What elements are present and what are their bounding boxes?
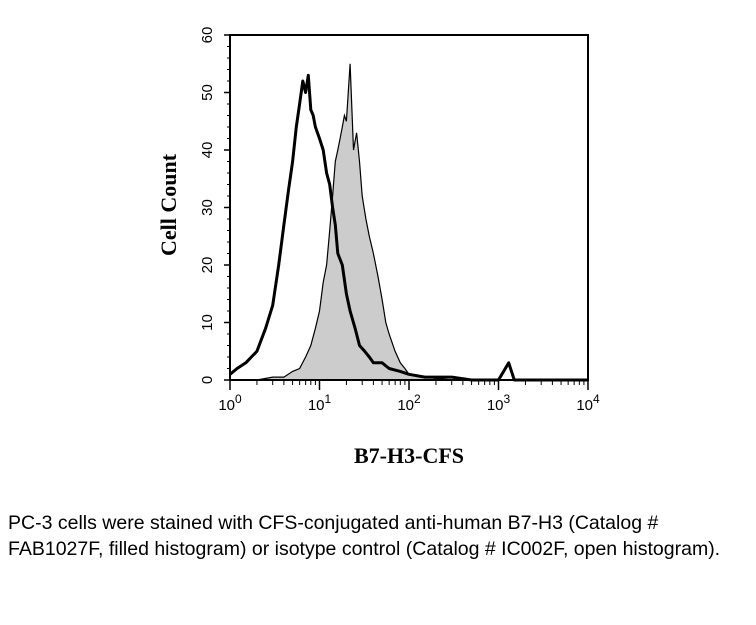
x-axis-label: B7-H3-CFS [354, 443, 464, 468]
histogram-chart: 0 10 20 30 40 50 60 100 101 102 103 104 Cell Count… [156, 27, 600, 468]
filled-histogram-outline [230, 63, 588, 381]
plot-frame [229, 34, 589, 381]
x-tick-label: 101 [308, 392, 332, 414]
y-tick-label: 40 [199, 142, 216, 159]
y-tick-label: 0 [199, 376, 216, 384]
y-tick-label: 30 [199, 199, 216, 216]
x-tick-label: 102 [397, 392, 421, 414]
y-tick-label: 10 [199, 314, 216, 331]
y-tick-label: 20 [199, 257, 216, 274]
figure-caption: PC-3 cells were stained with CFS-conjuga… [8, 512, 721, 560]
y-axis-label: Cell Count [156, 153, 181, 256]
x-axis: 100 101 102 103 104 [218, 380, 600, 414]
series-layer [229, 63, 588, 382]
x-tick-label: 103 [487, 392, 511, 414]
y-axis: 0 10 20 30 40 50 60 [199, 27, 230, 384]
y-tick-label: 50 [199, 84, 216, 101]
x-tick-label: 104 [576, 392, 600, 414]
y-tick-label: 60 [199, 27, 216, 44]
open-histogram-line [229, 73, 588, 382]
x-tick-label: 100 [218, 392, 242, 414]
